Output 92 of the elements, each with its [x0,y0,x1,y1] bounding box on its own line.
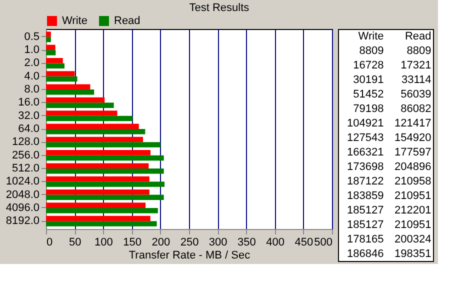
text: 8809 [359,44,384,57]
text: 56039 [400,88,432,100]
bar [46,97,105,103]
bar [46,71,75,76]
text: 127543 [347,132,384,144]
text: Write [358,30,384,42]
text: 104921 [347,117,384,130]
text: 187122 [347,175,384,188]
bar [46,182,165,187]
y-tick-label: 8192.0 [6,215,40,228]
text: 16728 [353,59,384,72]
y-tick-label: 32.0 [18,110,40,122]
bar [46,110,118,116]
text: 33114 [401,74,432,86]
text: 210951 [394,218,432,231]
x-tick-label: 300 [208,236,228,248]
x-tick-label: 500 [314,236,332,248]
text: 30191 [353,74,384,86]
legend-label: Write [62,15,88,27]
text: 185127 [347,204,384,216]
text: 185127 [347,218,384,231]
y-tick-label: 2048.0 [6,188,40,201]
y-tick-label: 16.0 [18,96,40,109]
bar [46,90,94,95]
x-tick-label: 400 [266,236,284,248]
x-tick-label: 250 [180,236,199,248]
bar [46,58,63,64]
text: 51452 [353,88,384,100]
bar [46,63,64,68]
text: 177597 [394,146,432,158]
text: 178165 [347,233,384,246]
x-tick-label: 200 [152,236,170,248]
bar [46,36,51,42]
x-tick-label: 100 [94,236,113,248]
y-tick-label: 2.0 [24,57,40,70]
y-tick-label: 8.0 [24,84,40,96]
bar [46,136,144,142]
bar [46,216,150,222]
y-tick-label: 512.0 [12,162,40,174]
bar [46,129,146,134]
text: 166321 [347,146,384,158]
bar [46,50,56,56]
text: Read [404,30,432,42]
bar [46,163,149,168]
text: 212201 [394,204,432,216]
text: 200324 [394,233,432,246]
bar [46,142,160,148]
y-tick-label: 256.0 [12,149,40,162]
text: 198351 [394,248,432,260]
bar [46,168,164,174]
text: 186846 [347,248,384,260]
bar [46,208,158,214]
x-axis-title: Transfer Rate - MB / Sec [128,250,251,262]
x-tick-label: 0 [46,236,53,248]
text: 210951 [394,190,432,202]
x-tick-label: 50 [68,236,82,248]
y-tick-label: 1.0 [24,44,40,56]
bar [46,202,146,208]
y-tick-label: 128.0 [12,136,40,148]
text: 204896 [394,160,432,173]
text: 86082 [400,102,432,115]
x-tick-label: 350 [238,236,256,248]
text: 210958 [394,175,432,188]
bar [46,190,150,195]
bar [46,116,133,122]
x-tick-label: 150 [123,236,142,248]
text: 183859 [347,190,384,202]
y-tick-label: 0.5 [24,30,40,43]
bar [46,44,56,50]
text: 154920 [394,132,432,144]
text: 17321 [400,59,432,72]
bar [46,221,157,226]
chart-title: Test Results [189,2,250,14]
text: 8809 [406,44,432,57]
text: 121417 [394,117,432,130]
bar [46,194,164,200]
legend-label: Read [114,15,140,27]
bar [46,150,151,156]
text: 79198 [353,102,384,115]
bar [46,155,164,161]
y-tick-label: 4096.0 [6,202,40,214]
bar [46,84,90,90]
y-tick-label: 64.0 [18,123,40,135]
text: 173698 [347,160,384,173]
y-tick-label: 4.0 [24,70,40,82]
x-tick-label: 450 [294,236,314,248]
bar [46,124,139,129]
bar [46,176,150,182]
bar [46,32,51,37]
bar [46,102,114,108]
y-tick-label: 1024.0 [6,176,40,188]
bar [46,76,78,82]
